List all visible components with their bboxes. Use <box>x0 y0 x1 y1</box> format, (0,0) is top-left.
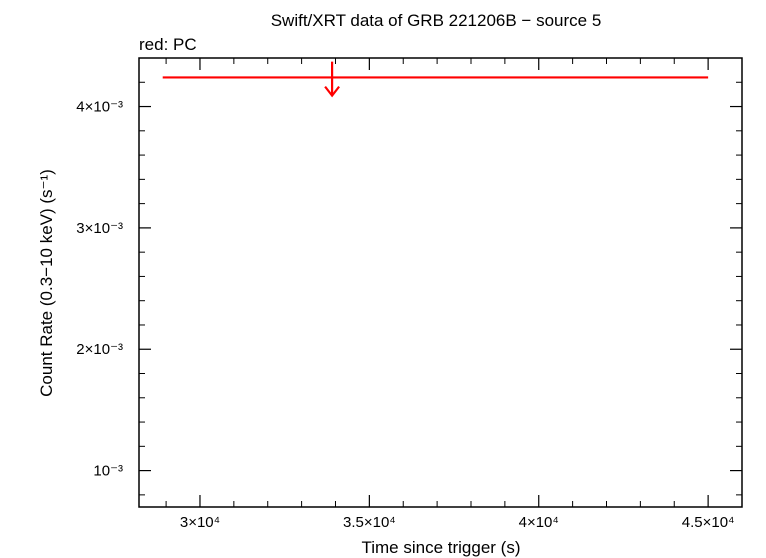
chart-title: Swift/XRT data of GRB 221206B − source 5 <box>271 11 602 30</box>
plot-frame <box>138 57 743 508</box>
y-tick-label: 2×10⁻³ <box>76 341 123 358</box>
x-axis-label: Time since trigger (s) <box>361 538 520 557</box>
x-tick-label: 3.5×10⁴ <box>343 514 396 531</box>
data-marks <box>162 61 709 98</box>
x-tick-label: 4×10⁴ <box>519 514 559 531</box>
x-tick-label: 3×10⁴ <box>180 514 220 531</box>
y-tick-label: 4×10⁻³ <box>76 99 123 116</box>
y-tick-label: 10⁻³ <box>93 463 123 480</box>
x-tick-label: 4.5×10⁴ <box>682 514 735 531</box>
upper-limit-arrow-head <box>324 85 340 98</box>
axis-ticks <box>139 57 743 507</box>
y-axis-label: Count Rate (0.3−10 keV) (s⁻¹) <box>37 169 56 397</box>
chart-subtitle: red: PC <box>139 35 197 54</box>
y-tick-label: 3×10⁻³ <box>76 220 123 237</box>
axis-tick-labels: 3×10⁴ 3.5×10⁴ 4×10⁴ 4.5×10⁴ 10⁻³ 2×10⁻³ 3×10⁻³… <box>76 99 734 531</box>
